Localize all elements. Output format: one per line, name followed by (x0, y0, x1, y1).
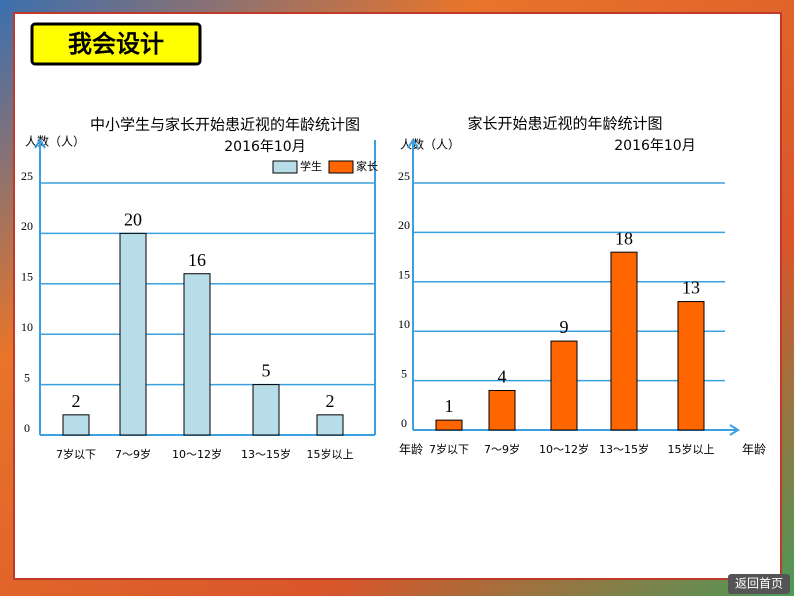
bar (677, 301, 705, 431)
chart-title: 家长开始患近视的年龄统计图 (467, 115, 662, 133)
y-tick-label: 5 (401, 366, 407, 380)
bar (610, 251, 638, 431)
y-axis-arrow (34, 138, 46, 149)
value-label: 2 (72, 391, 81, 411)
value-label: 13 (682, 278, 700, 298)
y-axis-arrow (407, 138, 419, 149)
bar (550, 340, 578, 431)
x-tick-label: 15岁以上 (668, 442, 715, 456)
y-tick-label: 15 (398, 268, 410, 282)
value-label: 20 (124, 210, 142, 230)
x-tick-label: 7岁以下 (429, 442, 469, 456)
bar (183, 273, 211, 436)
y-tick-label: 0 (24, 421, 30, 435)
x-axis-arrow (729, 424, 740, 436)
x-tick-label: 7～9岁 (484, 442, 520, 456)
y-tick-label: 15 (21, 270, 33, 284)
legend-label: 家长 (356, 159, 378, 173)
y-axis-label: 人数（人） (25, 134, 85, 149)
y-tick-label: 20 (21, 219, 33, 233)
value-label: 5 (262, 361, 271, 381)
y-tick-label: 0 (401, 416, 407, 430)
legend-swatch (328, 160, 354, 174)
x-tick-label: 10～12岁 (172, 447, 222, 461)
chart-subtitle: 2016年10月 (614, 138, 695, 154)
nav-button[interactable] (728, 574, 790, 594)
x-tick-label: 10～12岁 (539, 442, 589, 456)
bar (119, 232, 147, 436)
x-axis-label: 年龄 (742, 443, 766, 457)
x-tick-label: 13～15岁 (241, 447, 291, 461)
x-tick-label: 15岁以上 (307, 447, 354, 461)
bar (62, 414, 90, 436)
y-tick-label: 25 (398, 169, 410, 183)
y-tick-label: 10 (21, 320, 33, 334)
y-tick-label: 25 (21, 169, 33, 183)
legend-swatch (272, 160, 298, 174)
value-label: 4 (498, 367, 507, 387)
chart-subtitle: 2016年10月 (224, 139, 305, 155)
value-label: 2 (326, 391, 335, 411)
x-tick-label: 7岁以下 (56, 447, 96, 461)
value-label: 16 (188, 250, 206, 270)
bar (252, 384, 280, 436)
y-tick-label: 5 (24, 370, 30, 384)
corner-label: 年龄 (399, 443, 423, 457)
y-tick-label: 20 (398, 218, 410, 232)
bar (435, 419, 463, 431)
nav-button-label[interactable]: 返回首页 (735, 577, 783, 591)
chart-title: 中小学生与家长开始患近视的年龄统计图 (90, 116, 360, 134)
bar (488, 389, 516, 431)
y-tick-label: 10 (398, 317, 410, 331)
legend-label: 学生 (300, 159, 322, 173)
header: 我会设计 (68, 30, 164, 58)
header-box (30, 22, 202, 66)
value-label: 1 (445, 396, 454, 416)
x-tick-label: 13～15岁 (599, 442, 649, 456)
y-axis-label: 人数（人） (400, 137, 460, 152)
value-label: 18 (615, 228, 633, 248)
x-tick-label: 7～9岁 (115, 447, 151, 461)
value-label: 9 (560, 317, 569, 337)
bar (316, 414, 344, 436)
